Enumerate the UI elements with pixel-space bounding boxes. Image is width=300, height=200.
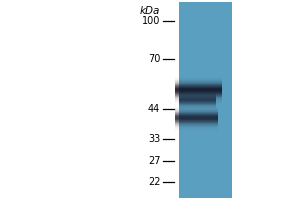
Text: kDa: kDa	[140, 6, 160, 16]
Text: 70: 70	[148, 54, 160, 64]
Text: 27: 27	[148, 156, 160, 166]
Text: 44: 44	[148, 104, 160, 114]
Text: 100: 100	[142, 16, 160, 26]
Text: 33: 33	[148, 134, 160, 144]
Text: 22: 22	[148, 177, 160, 187]
